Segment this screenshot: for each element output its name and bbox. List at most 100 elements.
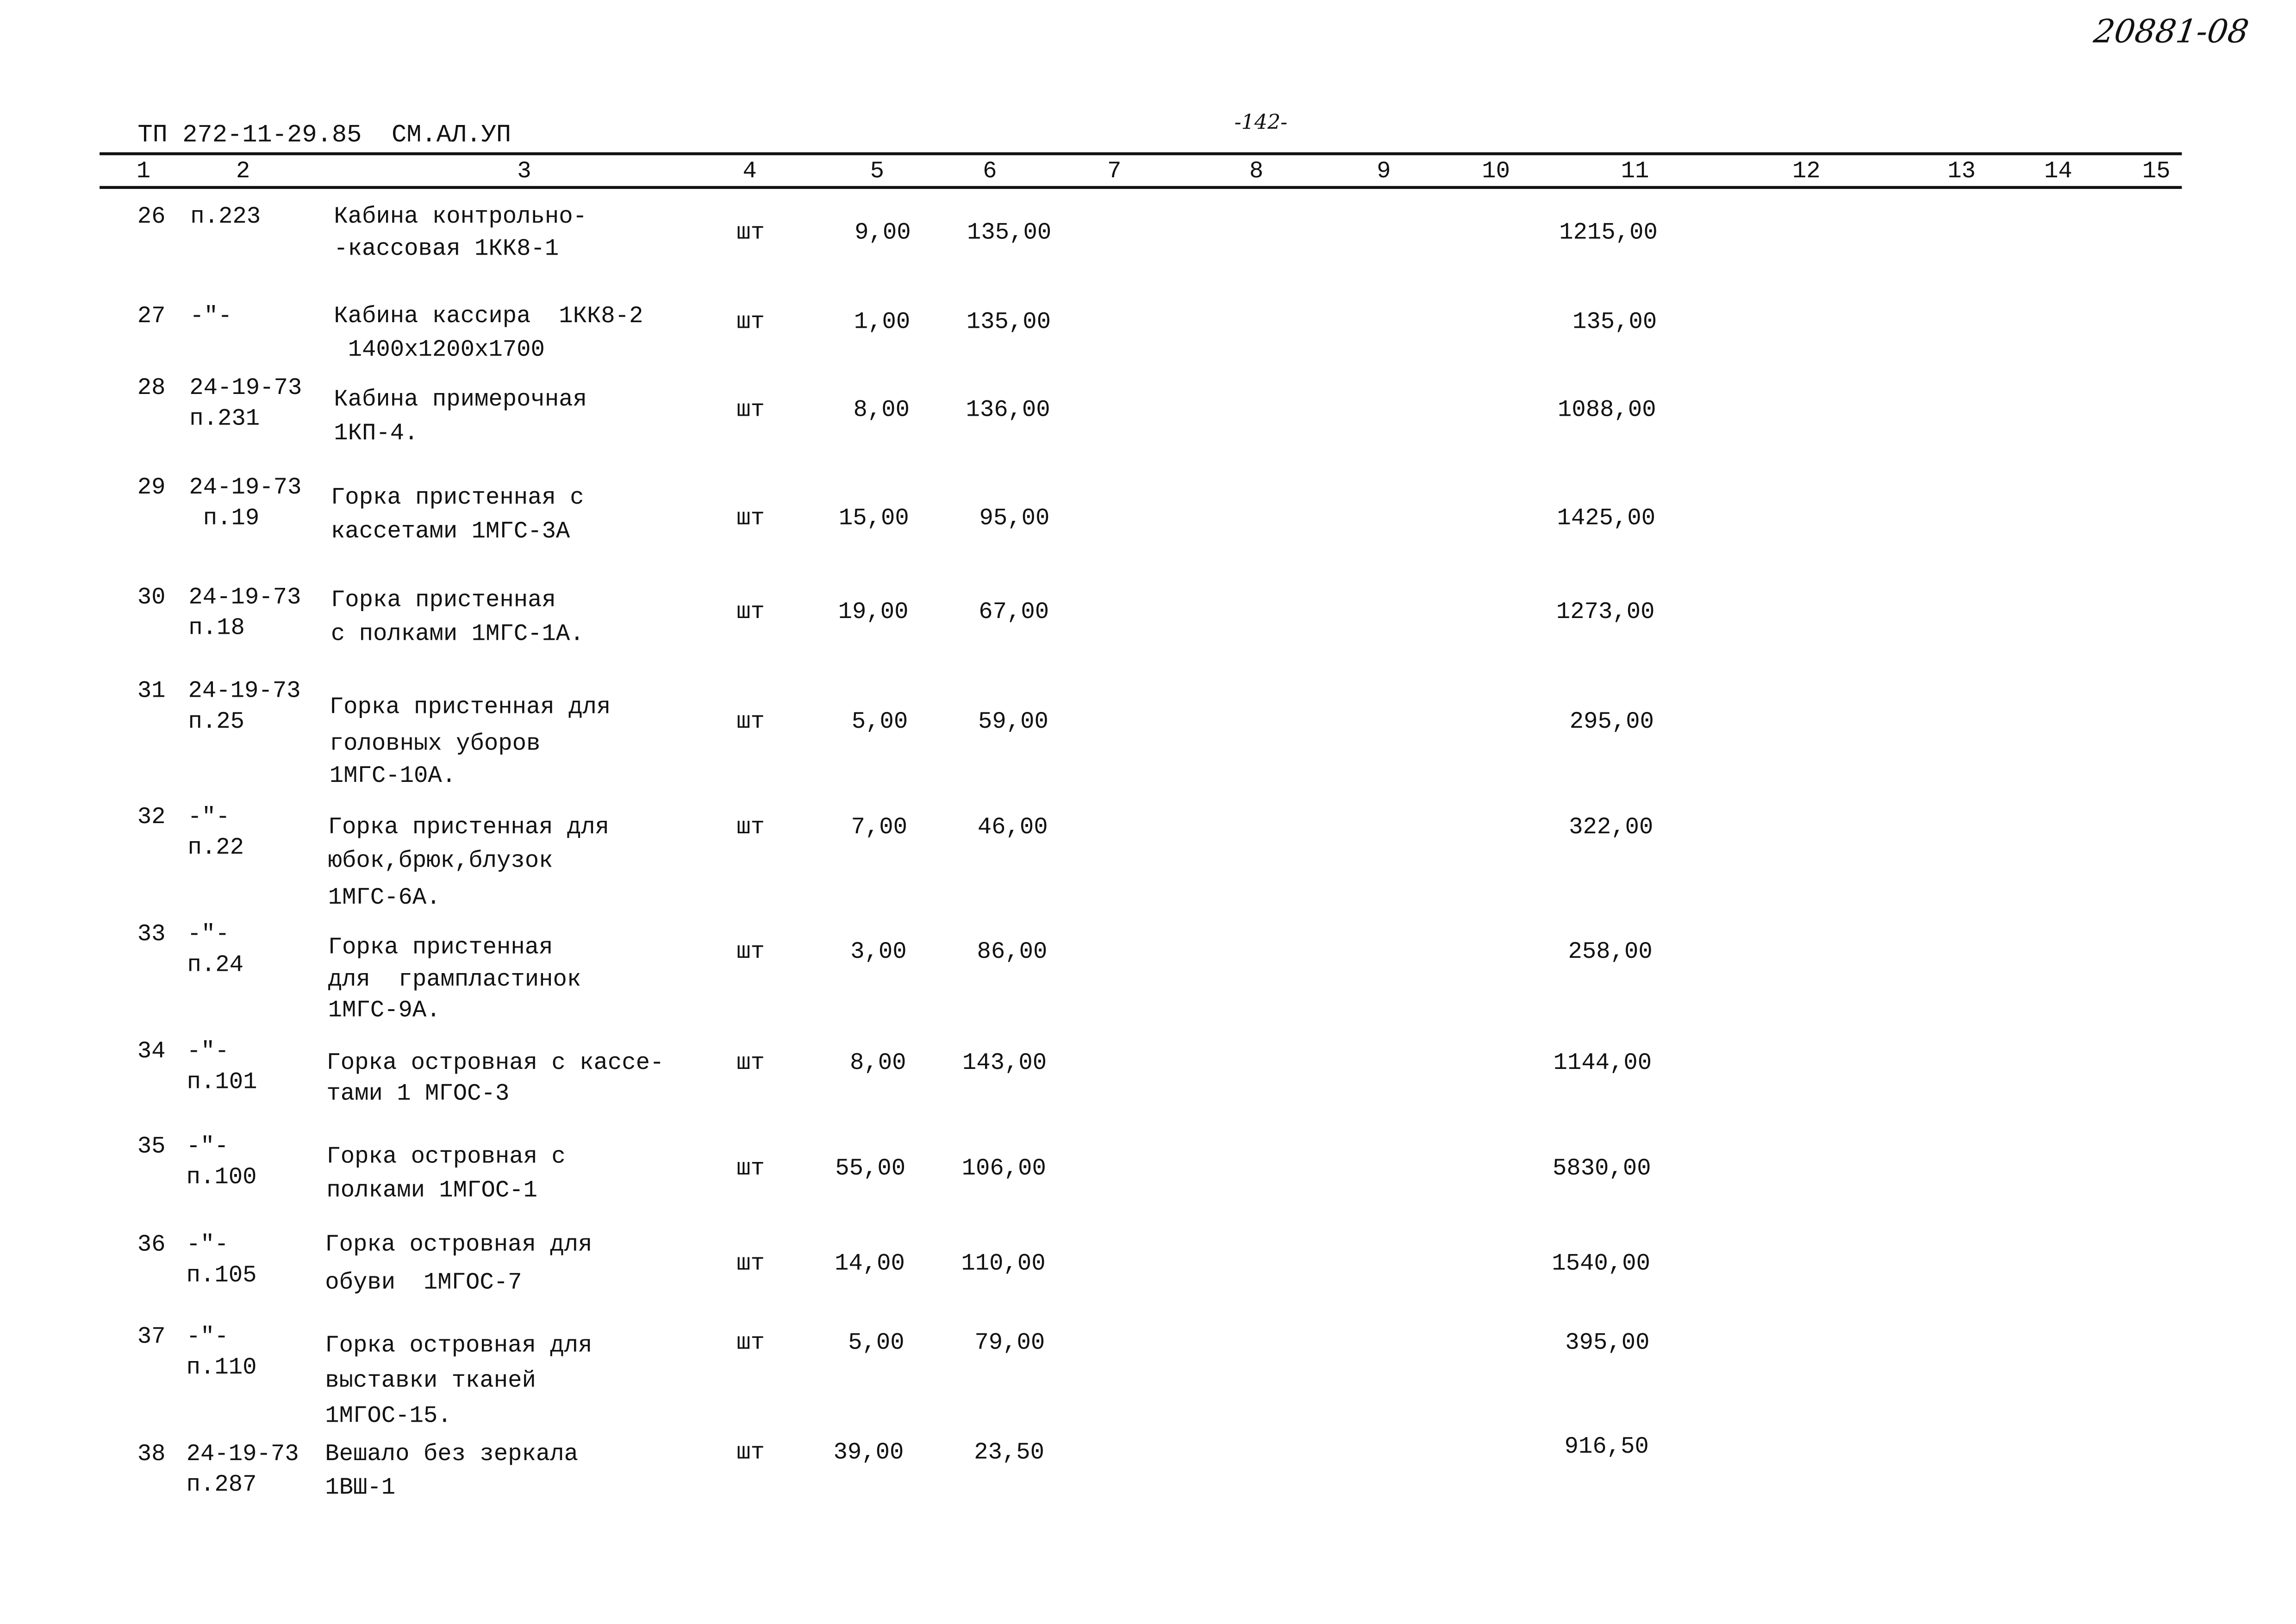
reference-code: п.19 <box>189 505 260 532</box>
unit-price: 135,00 <box>966 309 1051 336</box>
item-description: Вешало без зеркала <box>325 1441 578 1468</box>
reference-code: п.24 <box>187 952 244 979</box>
column-number: 10 <box>1482 158 1510 185</box>
unit: шт <box>736 1330 765 1356</box>
quantity: 1,00 <box>854 309 911 336</box>
item-description: выставки тканей <box>325 1368 536 1394</box>
unit: шт <box>736 1439 765 1466</box>
row-number: 36 <box>137 1231 166 1258</box>
column-number: 12 <box>1792 158 1821 185</box>
reference-code: п.101 <box>187 1069 257 1096</box>
reference-code: п.100 <box>186 1164 257 1191</box>
reference-code: -"- <box>187 804 230 831</box>
column-number: 15 <box>2142 158 2171 185</box>
reference-code: п.287 <box>186 1472 257 1499</box>
item-description: 1ВШ-1 <box>325 1474 396 1501</box>
table-header-rule <box>100 186 2182 189</box>
reference-code: п.223 <box>190 203 261 230</box>
unit: шт <box>736 814 765 841</box>
row-number: 28 <box>137 375 166 401</box>
reference-code: -"- <box>187 921 230 948</box>
quantity: 15,00 <box>838 505 909 532</box>
item-description: кассетами 1МГС-3А <box>331 518 570 545</box>
row-number: 38 <box>137 1441 166 1468</box>
item-description: Горка пристенная <box>331 587 556 614</box>
total-cost: 135,00 <box>1572 309 1657 336</box>
quantity: 39,00 <box>833 1439 904 1466</box>
item-description: для грампластинок <box>328 966 581 993</box>
total-cost: 1273,00 <box>1556 599 1655 625</box>
reference-code: 24-19-73 <box>189 375 302 401</box>
item-description: 1МГС-10А. <box>329 763 456 790</box>
item-description: 1400х1200х1700 <box>334 337 545 363</box>
total-cost: 1088,00 <box>1558 397 1656 424</box>
column-number: 1 <box>136 158 151 185</box>
total-cost: 295,00 <box>1569 709 1654 735</box>
reference-code: -"- <box>187 1038 229 1065</box>
page-number: -142- <box>1234 111 1288 135</box>
total-cost: 322,00 <box>1569 814 1653 841</box>
reference-code: п.22 <box>187 835 244 862</box>
quantity: 5,00 <box>851 709 908 735</box>
item-description: Кабина контрольно- <box>334 203 587 230</box>
item-description: головных уборов <box>329 731 541 757</box>
reference-code: п.231 <box>189 406 260 432</box>
unit-price: 46,00 <box>977 814 1048 841</box>
unit-price: 86,00 <box>977 938 1048 965</box>
total-cost: 1215,00 <box>1559 219 1658 246</box>
document-code: ТП 272-11-29.85 СМ.АЛ.УП <box>137 122 512 150</box>
reference-code: 24-19-73 <box>186 1441 299 1468</box>
row-number: 29 <box>137 474 166 501</box>
row-number: 34 <box>137 1038 166 1065</box>
unit-price: 95,00 <box>979 505 1050 532</box>
quantity: 3,00 <box>850 938 907 965</box>
column-number: 5 <box>870 158 884 185</box>
total-cost: 258,00 <box>1568 938 1653 965</box>
unit: шт <box>736 599 765 625</box>
reference-code: -"- <box>186 1231 229 1258</box>
total-cost: 395,00 <box>1565 1330 1650 1356</box>
total-cost: 1144,00 <box>1553 1050 1652 1077</box>
row-number: 27 <box>137 303 166 330</box>
column-number: 7 <box>1107 158 1122 185</box>
unit: шт <box>736 938 765 965</box>
item-description: Горка пристенная для <box>329 694 611 721</box>
item-description: Горка островная для <box>325 1231 593 1258</box>
quantity: 55,00 <box>835 1155 906 1182</box>
column-number: 8 <box>1249 158 1264 185</box>
unit-price: 136,00 <box>966 397 1050 424</box>
reference-code: п.18 <box>188 615 245 642</box>
item-description: тами 1 МГОС-3 <box>326 1081 510 1107</box>
unit: шт <box>736 1050 765 1077</box>
item-description: 1МГС-9А. <box>328 997 441 1024</box>
row-number: 33 <box>137 921 166 948</box>
item-description: Кабина примерочная <box>334 387 587 413</box>
total-cost: 916,50 <box>1564 1433 1649 1460</box>
item-description: полками 1МГОС-1 <box>326 1177 538 1204</box>
unit: шт <box>736 1155 765 1182</box>
unit-price: 79,00 <box>974 1330 1045 1356</box>
unit-price: 59,00 <box>978 709 1048 735</box>
unit-price: 110,00 <box>961 1250 1046 1277</box>
reference-code: 24-19-73 <box>188 678 301 705</box>
row-number: 31 <box>137 678 166 705</box>
quantity: 9,00 <box>855 219 911 246</box>
quantity: 14,00 <box>835 1250 905 1277</box>
quantity: 19,00 <box>838 599 909 625</box>
column-number: 6 <box>983 158 997 185</box>
reference-code: -"- <box>186 1133 229 1160</box>
item-description: Горка пристенная для <box>328 814 610 841</box>
quantity: 8,00 <box>849 1050 906 1077</box>
item-description: Кабина кассира 1КК8-2 <box>334 303 643 330</box>
item-description: Горка пристенная с <box>331 485 584 511</box>
column-number: 3 <box>517 158 531 185</box>
unit-price: 23,50 <box>974 1439 1045 1466</box>
item-description: 1МГС-6А. <box>328 884 441 911</box>
item-description: 1МГОС-15. <box>325 1403 452 1430</box>
reference-code: п.25 <box>188 709 244 735</box>
quantity: 8,00 <box>853 397 910 424</box>
item-description: Горка островная для <box>325 1332 593 1359</box>
item-description: с полками 1МГС-1А. <box>331 621 584 648</box>
column-number: 2 <box>236 158 250 185</box>
